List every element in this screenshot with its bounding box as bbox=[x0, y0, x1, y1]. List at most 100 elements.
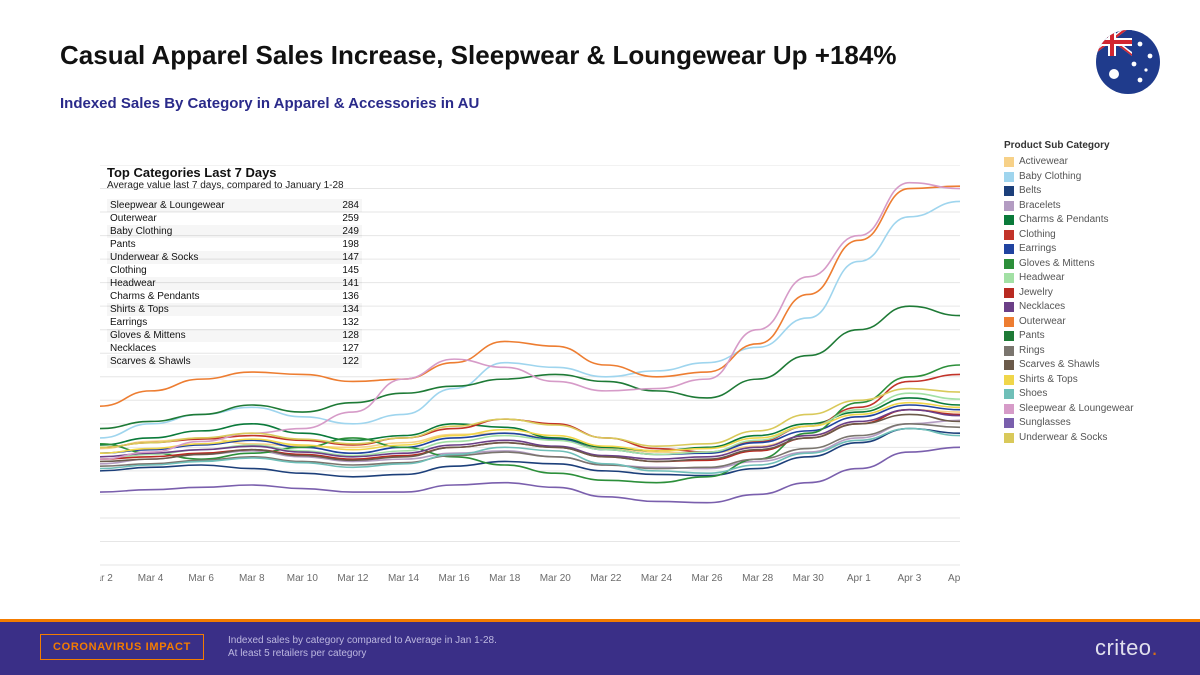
footer-line2: At least 5 retailers per category bbox=[228, 647, 497, 661]
table-row: Gloves & Mittens128 bbox=[107, 329, 362, 342]
legend-swatch bbox=[1004, 157, 1014, 167]
legend-item: Jewelry bbox=[1004, 286, 1164, 301]
table-cell-value: 134 bbox=[342, 304, 359, 315]
legend-label: Gloves & Mittens bbox=[1019, 257, 1095, 272]
legend-item: Pants bbox=[1004, 329, 1164, 344]
svg-text:Apr 5: Apr 5 bbox=[948, 573, 960, 584]
brand-logo: criteo. bbox=[1095, 635, 1158, 661]
legend-swatch bbox=[1004, 404, 1014, 414]
legend-title: Product Sub Category bbox=[1004, 140, 1164, 151]
legend-swatch bbox=[1004, 331, 1014, 341]
top-categories-table: Top Categories Last 7 Days Average value… bbox=[107, 165, 362, 368]
table-cell-value: 141 bbox=[342, 278, 359, 289]
legend-label: Sleepwear & Loungewear bbox=[1019, 402, 1134, 417]
flag-au-icon bbox=[1096, 30, 1160, 94]
table-row: Scarves & Shawls 122 bbox=[107, 355, 362, 368]
line-chart: 0204060801001201401601802002202402602803… bbox=[100, 165, 960, 595]
legend-item: Bracelets bbox=[1004, 199, 1164, 214]
table-cell-label: Underwear & Socks bbox=[110, 252, 198, 263]
table-cell-value: 122 bbox=[342, 356, 359, 367]
page-title: Casual Apparel Sales Increase, Sleepwear… bbox=[60, 40, 896, 71]
svg-text:Apr 3: Apr 3 bbox=[897, 573, 921, 584]
legend-swatch bbox=[1004, 360, 1014, 370]
legend-item: Shoes bbox=[1004, 387, 1164, 402]
legend-label: Necklaces bbox=[1019, 300, 1065, 315]
legend-label: Activewear bbox=[1019, 155, 1068, 170]
table-cell-label: Baby Clothing bbox=[110, 226, 172, 237]
legend: Product Sub Category ActivewearBaby Clot… bbox=[1004, 140, 1164, 445]
table-cell-value: 198 bbox=[342, 239, 359, 250]
legend-swatch bbox=[1004, 302, 1014, 312]
legend-label: Pants bbox=[1019, 329, 1045, 344]
table-cell-label: Headwear bbox=[110, 278, 156, 289]
legend-item: Clothing bbox=[1004, 228, 1164, 243]
svg-text:Mar 10: Mar 10 bbox=[287, 573, 319, 584]
legend-label: Earrings bbox=[1019, 242, 1056, 257]
table-cell-label: Clothing bbox=[110, 265, 147, 276]
legend-label: Jewelry bbox=[1019, 286, 1053, 301]
svg-text:Mar 22: Mar 22 bbox=[590, 573, 622, 584]
legend-item: Earrings bbox=[1004, 242, 1164, 257]
table-row: Clothing 145 bbox=[107, 264, 362, 277]
svg-text:Mar 2: Mar 2 bbox=[100, 573, 113, 584]
legend-item: Headwear bbox=[1004, 271, 1164, 286]
legend-swatch bbox=[1004, 346, 1014, 356]
table-cell-value: 127 bbox=[342, 343, 359, 354]
legend-item: Activewear bbox=[1004, 155, 1164, 170]
table-cell-label: Sleepwear & Loungewear bbox=[110, 200, 225, 211]
brand-dot: . bbox=[1151, 635, 1158, 660]
svg-text:Mar 14: Mar 14 bbox=[388, 573, 420, 584]
legend-item: Outerwear bbox=[1004, 315, 1164, 330]
top-table-body: Sleepwear & Loungewear 284Outerwear259Bab… bbox=[107, 199, 362, 368]
top-table-subtitle: Average value last 7 days, compared to J… bbox=[107, 180, 362, 193]
legend-swatch bbox=[1004, 201, 1014, 211]
table-row: Sleepwear & Loungewear 284 bbox=[107, 199, 362, 212]
legend-label: Shoes bbox=[1019, 387, 1047, 402]
table-cell-value: 249 bbox=[342, 226, 359, 237]
legend-swatch bbox=[1004, 215, 1014, 225]
legend-swatch bbox=[1004, 433, 1014, 443]
legend-label: Bracelets bbox=[1019, 199, 1061, 214]
legend-item: Sleepwear & Loungewear bbox=[1004, 402, 1164, 417]
legend-label: Underwear & Socks bbox=[1019, 431, 1107, 446]
footer-line1: Indexed sales by category compared to Av… bbox=[228, 634, 497, 648]
svg-text:Mar 16: Mar 16 bbox=[439, 573, 471, 584]
table-cell-value: 147 bbox=[342, 252, 359, 263]
legend-label: Charms & Pendants bbox=[1019, 213, 1109, 228]
legend-swatch bbox=[1004, 172, 1014, 182]
table-cell-label: Outerwear bbox=[110, 213, 157, 224]
top-table-title: Top Categories Last 7 Days bbox=[107, 165, 362, 180]
table-cell-label: Pants bbox=[110, 239, 136, 250]
table-row: Earrings132 bbox=[107, 316, 362, 329]
legend-swatch bbox=[1004, 317, 1014, 327]
table-cell-value: 132 bbox=[342, 317, 359, 328]
table-cell-value: 145 bbox=[342, 265, 359, 276]
footer-text: Indexed sales by category compared to Av… bbox=[228, 634, 497, 661]
svg-text:Mar 6: Mar 6 bbox=[188, 573, 214, 584]
legend-item: Shirts & Tops bbox=[1004, 373, 1164, 388]
table-row: Necklaces 127 bbox=[107, 342, 362, 355]
table-cell-label: Necklaces bbox=[110, 343, 156, 354]
svg-text:Apr 1: Apr 1 bbox=[847, 573, 871, 584]
table-row: Underwear & Socks 147 bbox=[107, 251, 362, 264]
svg-text:Mar 30: Mar 30 bbox=[793, 573, 825, 584]
legend-label: Sunglasses bbox=[1019, 416, 1071, 431]
table-cell-label: Scarves & Shawls bbox=[110, 356, 191, 367]
svg-text:Mar 12: Mar 12 bbox=[337, 573, 369, 584]
legend-item: Rings bbox=[1004, 344, 1164, 359]
svg-text:Mar 4: Mar 4 bbox=[138, 573, 164, 584]
svg-text:Mar 8: Mar 8 bbox=[239, 573, 265, 584]
table-cell-label: Gloves & Mittens bbox=[110, 330, 186, 341]
table-row: Pants 198 bbox=[107, 238, 362, 251]
legend-label: Rings bbox=[1019, 344, 1045, 359]
svg-text:Mar 28: Mar 28 bbox=[742, 573, 774, 584]
footer: CORONAVIRUS IMPACT Indexed sales by cate… bbox=[0, 619, 1200, 675]
legend-label: Clothing bbox=[1019, 228, 1056, 243]
table-cell-value: 284 bbox=[342, 200, 359, 211]
legend-item: Sunglasses bbox=[1004, 416, 1164, 431]
table-row: Outerwear259 bbox=[107, 212, 362, 225]
legend-label: Belts bbox=[1019, 184, 1041, 199]
legend-swatch bbox=[1004, 375, 1014, 385]
legend-item: Necklaces bbox=[1004, 300, 1164, 315]
legend-item: Charms & Pendants bbox=[1004, 213, 1164, 228]
